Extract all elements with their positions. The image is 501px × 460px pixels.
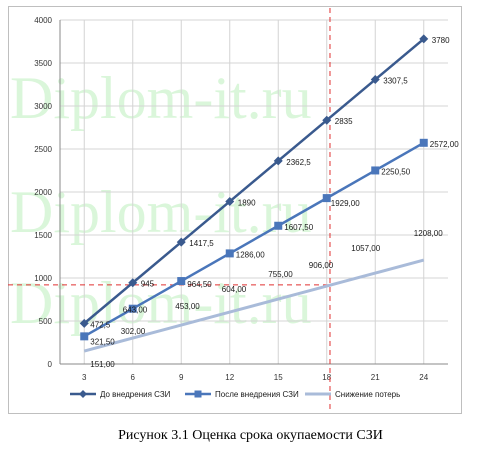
data-label: 472,5 xyxy=(90,320,111,329)
series-line-3 xyxy=(83,258,425,353)
legend: До внедрения СЗИ После внедрения СЗИ Сниже… xyxy=(70,390,400,399)
watermark-text: Diplom-it.ru xyxy=(10,65,312,131)
point-marker xyxy=(371,166,380,175)
data-label: 321,50 xyxy=(90,337,115,346)
data-label: 643,00 xyxy=(123,306,148,315)
data-label: 755,00 xyxy=(268,270,293,279)
legend-item: До внедрения СЗИ xyxy=(70,390,171,399)
y-tick-label: 2000 xyxy=(34,188,52,197)
point-marker xyxy=(322,115,332,125)
y-tick-label: 4000 xyxy=(34,16,52,25)
data-label: 1929,00 xyxy=(331,199,360,208)
data-label: 1417,5 xyxy=(189,239,214,248)
point-marker xyxy=(274,221,283,230)
point-marker xyxy=(128,304,137,313)
data-label: 2835 xyxy=(335,117,353,126)
x-tick-label: 24 xyxy=(419,373,428,382)
data-label: 1286,00 xyxy=(236,250,265,259)
x-tick-label: 15 xyxy=(274,373,283,382)
x-tick-label: 21 xyxy=(371,373,380,382)
data-label: 2250,50 xyxy=(381,167,410,176)
point-marker xyxy=(370,75,380,85)
point-marker xyxy=(419,34,429,44)
legend-marker xyxy=(79,390,87,398)
series-line-2 xyxy=(83,141,425,338)
x-tick-label: 6 xyxy=(131,373,136,382)
y-tick-label: 1500 xyxy=(34,231,52,240)
point-marker xyxy=(225,249,234,258)
reference-lines xyxy=(8,8,331,412)
data-label: 945 xyxy=(141,280,155,289)
y-tick-label: 0 xyxy=(48,360,53,369)
chart-frame xyxy=(8,6,462,414)
data-label: 906,00 xyxy=(309,261,334,270)
x-tick-label: 12 xyxy=(225,373,234,382)
point-marker xyxy=(177,277,186,286)
point-marker xyxy=(322,194,331,203)
y-tick-label: 1000 xyxy=(34,274,52,283)
data-label: 1057,00 xyxy=(351,244,380,253)
series xyxy=(79,34,429,353)
data-label: 3780 xyxy=(432,36,450,45)
point-marker xyxy=(79,318,89,328)
series-line-1 xyxy=(83,37,425,325)
y-tick-label: 3000 xyxy=(34,102,52,111)
point-marker xyxy=(128,278,138,288)
figure-caption: Рисунок 3.1 Оценка срока окупаемости СЗИ xyxy=(118,428,383,443)
data-label: 1890 xyxy=(238,198,256,207)
data-label: 964,50 xyxy=(187,280,212,289)
legend-label: До внедрения СЗИ xyxy=(100,390,171,399)
point-marker xyxy=(273,156,283,166)
point-marker xyxy=(225,196,235,206)
legend-label: Снижение потерь xyxy=(335,390,400,399)
data-label: 1607,50 xyxy=(284,223,313,232)
data-label: 2572,00 xyxy=(430,140,459,149)
legend-item: После внедрения СЗИ xyxy=(185,390,299,399)
data-label: 453,00 xyxy=(175,302,200,311)
data-labels: 472,5 945 1417,5 1890 2362,5 2835 3307,5 3780 32… xyxy=(90,36,459,369)
data-label: 1208,00 xyxy=(414,229,443,238)
y-tick-label: 3500 xyxy=(34,59,52,68)
legend-marker xyxy=(194,390,202,398)
data-label: 604,00 xyxy=(222,285,247,294)
x-tick-label: 9 xyxy=(179,373,184,382)
y-tick-label: 2500 xyxy=(34,145,52,154)
data-label: 3307,5 xyxy=(383,77,408,86)
point-marker xyxy=(419,138,428,147)
x-tick-label: 3 xyxy=(82,373,87,382)
legend-item: Снижение потерь xyxy=(305,390,400,399)
point-marker xyxy=(176,237,186,247)
data-label: 302,00 xyxy=(121,327,146,336)
data-label: 2362,5 xyxy=(286,158,311,167)
x-tick-label: 18 xyxy=(322,373,331,382)
legend-label: После внедрения СЗИ xyxy=(215,390,299,399)
y-tick-label: 500 xyxy=(39,317,53,326)
point-marker xyxy=(80,332,89,341)
data-label: 151,00 xyxy=(90,360,115,369)
